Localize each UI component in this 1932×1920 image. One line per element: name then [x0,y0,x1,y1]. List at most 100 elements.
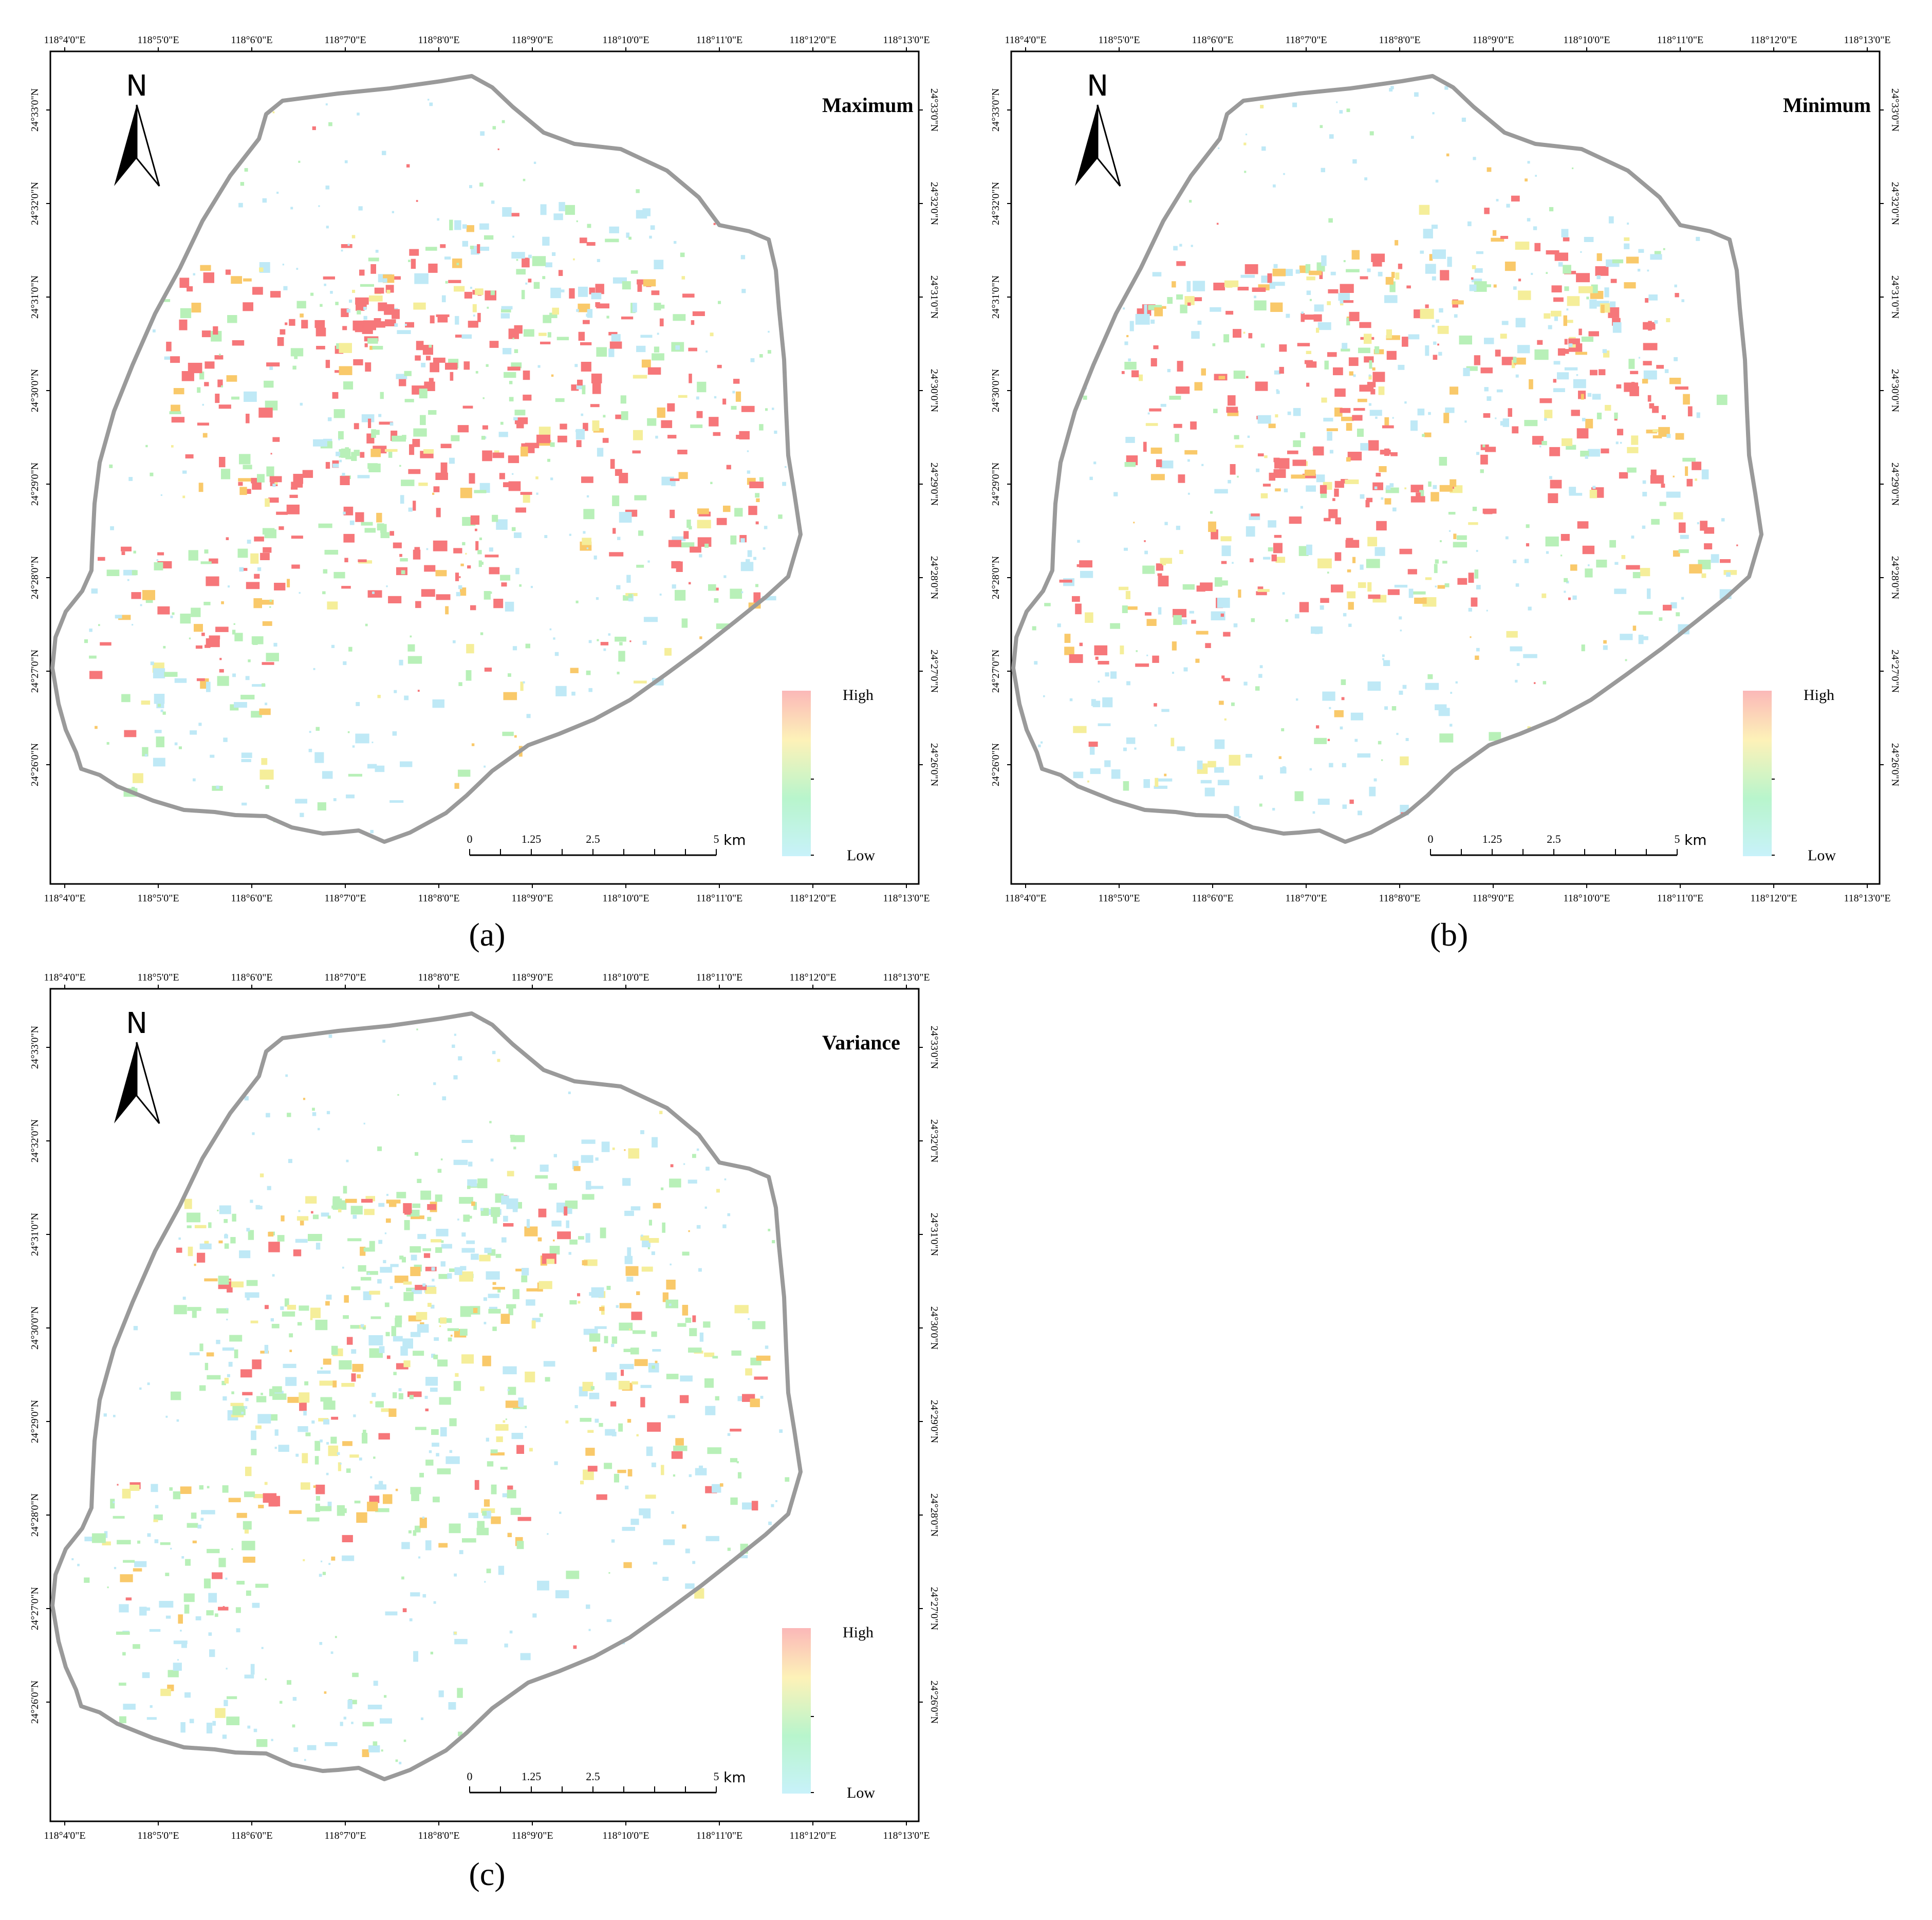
building-block [368,1335,383,1345]
building-block [404,1207,411,1215]
building-block [128,477,133,481]
building-block [486,1271,500,1280]
building-block [133,773,143,783]
building-block [652,1349,661,1352]
building-block [474,490,487,493]
building-block [520,681,524,691]
panel-caption: (b) [1430,916,1469,953]
building-block [1189,611,1194,614]
building-block [432,492,435,495]
building-block [677,1323,686,1327]
building-block [538,427,551,435]
building-block [256,1396,267,1402]
building-block [1272,808,1275,811]
building-block [1079,642,1083,647]
building-block [497,1289,501,1293]
building-block [323,569,328,574]
building-block [196,678,205,681]
building-block [484,765,486,768]
building-block [1544,410,1553,418]
building-block [1143,779,1150,788]
y-tick-label-left: 24°29'0"N [990,463,1001,506]
building-block [1300,506,1303,509]
building-block [1113,492,1118,496]
building-block [1164,522,1168,525]
building-block [537,1237,542,1242]
building-block [226,1308,228,1310]
building-block [338,438,340,440]
building-block [440,462,448,473]
building-block [555,398,565,402]
building-block [1624,237,1630,241]
building-block [209,1649,215,1657]
building-block [647,560,650,563]
building-block [480,1208,484,1211]
building-block [1577,521,1589,529]
building-block [1274,370,1281,375]
building-block [302,1453,308,1464]
building-block [396,1192,406,1198]
building-block [1531,272,1533,275]
building-block [688,1347,702,1353]
legend-color-ramp [782,691,811,856]
building-block [536,492,538,495]
y-tick-label-right: 24°30'0"N [928,1306,940,1350]
x-tick-label-top: 118°6'0"E [1192,34,1233,46]
building-block [266,1113,270,1118]
building-block [1474,268,1483,273]
building-block [647,418,657,426]
building-block [325,360,330,368]
building-block [1335,517,1341,525]
building-block [165,1615,171,1619]
building-block [555,686,567,696]
building-block [689,374,692,383]
x-tick-label-top: 118°12'0"E [789,972,836,983]
x-tick-label-bottom: 118°13'0"E [883,893,930,904]
building-block [484,1322,487,1324]
building-block [436,508,441,518]
building-block [547,458,550,462]
building-block [1340,300,1344,304]
x-tick-label-bottom: 118°5'0"E [1098,893,1140,904]
y-tick-label-right: 24°28'0"N [1889,556,1901,599]
building-block [378,1481,383,1485]
building-block [439,1325,441,1327]
building-block [568,1252,571,1255]
building-block [1386,350,1397,360]
building-block [293,474,303,484]
building-block [415,1152,419,1156]
building-block [416,1312,428,1320]
building-block [484,1581,486,1583]
building-block [1534,243,1541,251]
building-block [393,542,402,548]
building-block [652,353,664,361]
building-block [200,265,211,271]
building-block [1125,590,1130,599]
building-block [432,1443,439,1447]
building-block [1129,321,1134,331]
building-block [533,282,540,289]
building-block [176,1247,182,1253]
building-block [292,365,296,370]
building-block [290,207,293,210]
building-block [586,1604,590,1609]
building-block [113,1516,125,1519]
building-block [475,528,477,531]
building-block [566,1220,569,1228]
building-block [453,548,462,553]
building-block [1557,372,1569,380]
building-block [406,1287,417,1291]
y-tick-label-left: 24°29'0"N [29,1400,41,1443]
building-block [236,1581,245,1585]
building-block [1534,349,1549,360]
building-block [569,1239,578,1245]
building-block [1378,386,1385,395]
building-block [147,1533,151,1537]
building-block [501,582,507,587]
building-block [195,1616,201,1620]
building-block [1328,289,1339,293]
building-block [293,1747,299,1752]
building-block [1692,461,1702,470]
building-block [731,1350,741,1356]
building-block [271,1324,280,1328]
